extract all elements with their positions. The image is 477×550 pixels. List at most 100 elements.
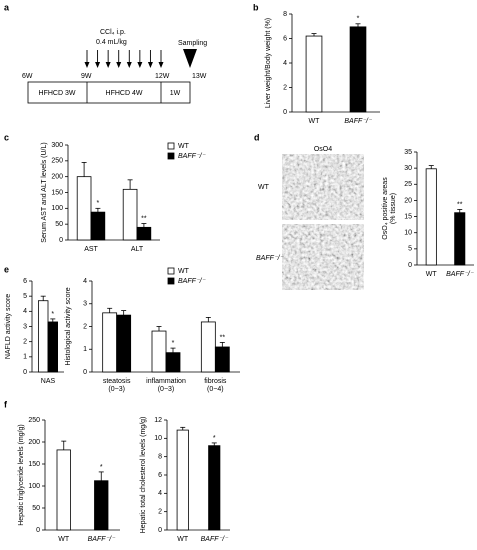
- y-tick-label: 50: [55, 221, 63, 228]
- x-tick-label: AST: [84, 246, 98, 253]
- phase: HFHCD 3W: [39, 90, 76, 97]
- sampling: Sampling: [178, 40, 207, 47]
- micrograph: [282, 224, 364, 290]
- y-tick-label: 35: [404, 149, 412, 156]
- y-tick-label: 0: [36, 527, 40, 534]
- bar: [116, 314, 132, 373]
- x-tick-label: WT: [309, 118, 321, 125]
- image-label: BAFF⁻/⁻: [256, 255, 285, 262]
- bar: [176, 429, 189, 531]
- y-tick-label: 6: [283, 35, 287, 42]
- y-tick-label: 150: [51, 189, 63, 196]
- panel-label: e: [4, 264, 9, 274]
- significance: *: [97, 200, 100, 207]
- significance: **: [457, 201, 463, 208]
- arrow-head: [84, 62, 90, 68]
- y-tick-label: 6: [158, 472, 162, 479]
- arrow-head: [137, 62, 143, 68]
- y-axis-label: Histological activity score: [65, 287, 72, 365]
- y-tick-label: 8: [158, 454, 162, 461]
- y-tick-label: 4: [283, 60, 287, 67]
- sampling-arrow: [183, 49, 197, 68]
- x-tick-label: BAFF⁻/⁻: [446, 271, 475, 278]
- y-tick-label: 2: [283, 84, 287, 91]
- y-tick-label: 4: [83, 278, 87, 285]
- bar: [90, 211, 106, 241]
- y-axis-label-line: OsO₄ positive areas: [382, 177, 389, 240]
- y-axis-label-line: NAFLD activity score: [5, 294, 12, 359]
- micrograph: [282, 154, 364, 220]
- legend-label: WT: [178, 143, 190, 150]
- x-tick-label: BAFF⁻/⁻: [344, 118, 373, 125]
- bar: [102, 312, 118, 373]
- significance: *: [100, 464, 103, 471]
- y-axis-label: OsO₄ positive areas (% tissue): [382, 177, 397, 240]
- bar: [94, 480, 109, 531]
- arrow-head: [95, 62, 101, 68]
- y-axis-label-line: Hepatic triglyceride levels (mg/g): [18, 424, 25, 526]
- significance: *: [172, 340, 175, 347]
- y-axis-label: Liver weight/Body weight (%): [265, 18, 272, 108]
- y-tick-label: 4: [23, 308, 27, 315]
- bar: [208, 445, 221, 531]
- y-tick-label: 3: [83, 301, 87, 308]
- y-tick-label: 100: [28, 483, 40, 490]
- timeline: a CCl₄ i.p. 0.4 mL/kg Sampling 6W 9W 12W…: [4, 2, 207, 104]
- legend-swatch: [167, 142, 175, 150]
- y-tick-label: 5: [23, 293, 27, 300]
- panel-label: f: [4, 399, 8, 409]
- y-tick-label: 6: [23, 278, 27, 285]
- arrow-head: [105, 62, 111, 68]
- legend-swatch: [167, 277, 175, 285]
- y-tick-label: 1: [23, 354, 27, 361]
- x-tick-label: NAS: [41, 378, 56, 385]
- y-axis-label-line: Serum AST and ALT levels (U/L): [41, 142, 48, 242]
- week: 6W: [22, 73, 33, 80]
- y-tick-label: 2: [158, 509, 162, 516]
- image-title: OsO4: [314, 146, 332, 153]
- panel-label: c: [4, 132, 9, 142]
- x-tick-label: BAFF⁻/⁻: [201, 536, 230, 543]
- y-tick-label: 0: [158, 527, 162, 534]
- y-tick-label: 0: [59, 237, 63, 244]
- panel-label: b: [253, 2, 259, 12]
- y-axis-label: NAFLD activity score: [5, 294, 12, 359]
- y-axis-label: Hepatic triglyceride levels (mg/g): [18, 424, 25, 526]
- y-tick-label: 0: [283, 109, 287, 116]
- treatment: 0.4 mL/kg: [96, 39, 127, 46]
- y-tick-label: 5: [408, 246, 412, 253]
- arrow-head: [158, 62, 164, 68]
- legend-label: BAFF⁻/⁻: [178, 278, 207, 285]
- phase: HFHCD 4W: [106, 90, 143, 97]
- x-tick-label: fibrosis: [204, 378, 227, 385]
- y-tick-label: 250: [28, 417, 40, 424]
- treatment: CCl₄ i.p.: [100, 29, 126, 36]
- bar: [56, 449, 71, 531]
- y-tick-label: 150: [28, 461, 40, 468]
- x-tick-label: (0−4): [207, 386, 224, 393]
- significance: **: [141, 215, 147, 222]
- arrow-head: [147, 62, 153, 68]
- x-tick-label: WT: [177, 536, 189, 543]
- micrographs: OsO4 WT BAFF⁻/⁻: [256, 146, 364, 290]
- injection-arrows: [84, 50, 164, 68]
- y-tick-label: 100: [51, 205, 63, 212]
- y-tick-label: 25: [404, 181, 412, 188]
- week: 12W: [155, 73, 170, 80]
- y-tick-label: 200: [28, 439, 40, 446]
- panel-label: a: [4, 2, 10, 12]
- significance: *: [213, 435, 216, 442]
- bar: [165, 352, 181, 373]
- bar: [38, 300, 49, 373]
- y-tick-label: 250: [51, 158, 63, 165]
- week: 13W: [192, 73, 207, 80]
- y-tick-label: 2: [23, 339, 27, 346]
- arrow-head: [126, 62, 132, 68]
- bar: [122, 188, 138, 241]
- y-axis-label-line: (% tissue): [390, 193, 397, 224]
- x-tick-label: (0−3): [158, 386, 175, 393]
- legend-label: BAFF⁻/⁻: [178, 153, 207, 160]
- week: 9W: [81, 73, 92, 80]
- y-tick-label: 8: [283, 11, 287, 18]
